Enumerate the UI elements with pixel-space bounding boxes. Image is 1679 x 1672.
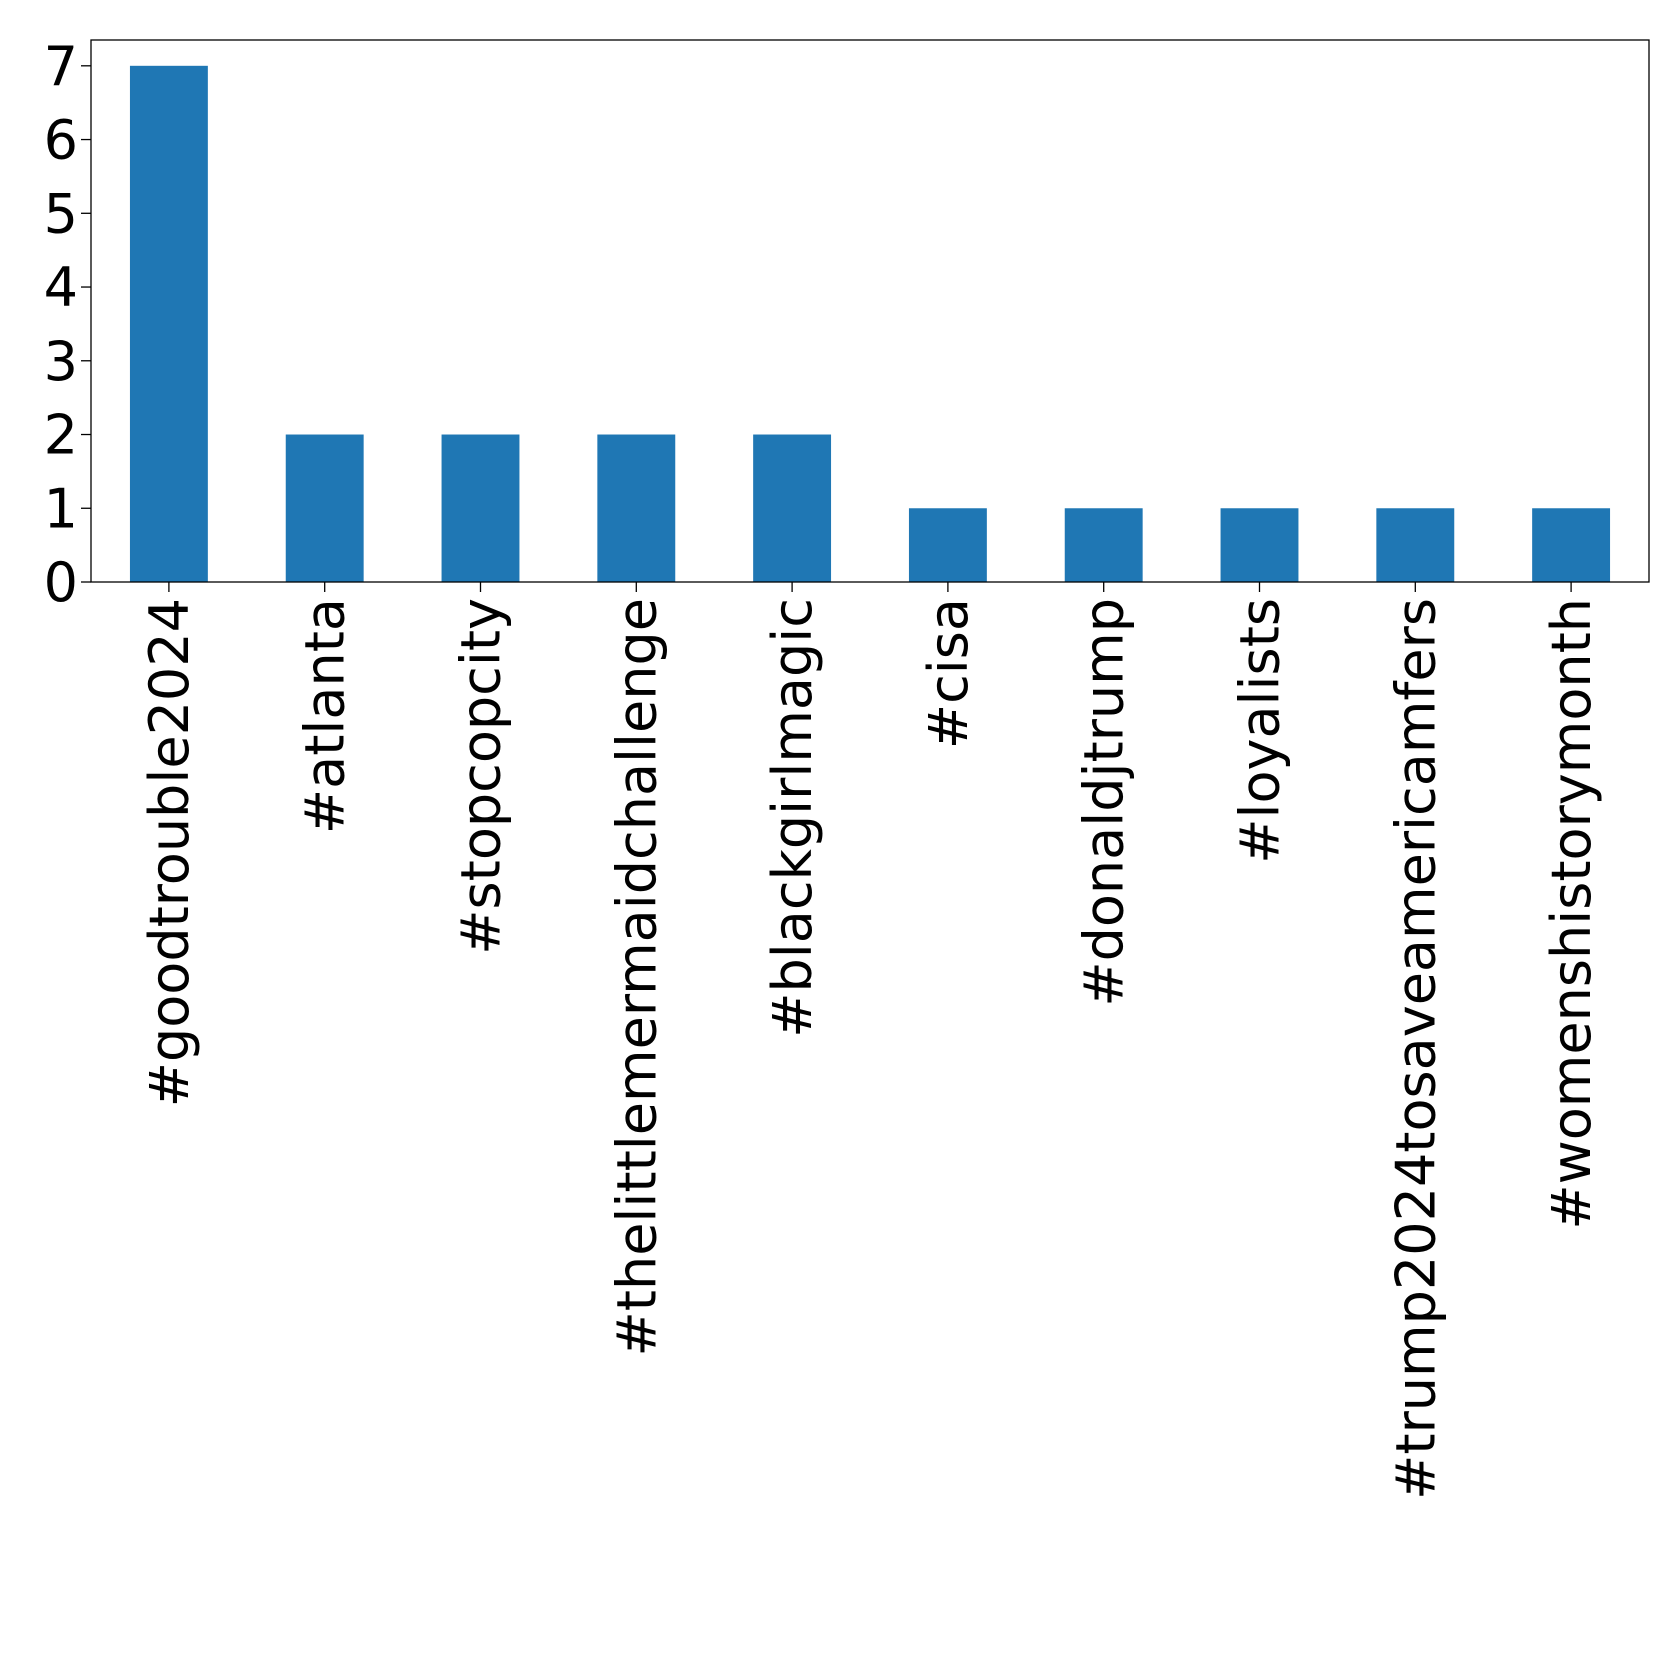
bar (597, 435, 675, 582)
y-tick-label: 1 (44, 477, 78, 540)
x-tick-label: #cisa (917, 598, 980, 749)
y-tick-label: 0 (44, 551, 78, 614)
bar (130, 66, 208, 582)
y-tick-label: 2 (44, 404, 78, 467)
y-tick-label: 3 (44, 330, 78, 393)
y-tick-label: 6 (44, 109, 78, 172)
x-tick-label: #trump2024tosaveamericamfers (1384, 598, 1447, 1500)
x-tick-label: #atlanta (294, 598, 357, 834)
x-tick-label: #stopcopcity (450, 598, 513, 955)
y-tick-label: 5 (44, 182, 78, 245)
x-tick-label: #goodtrouble2024 (138, 598, 201, 1107)
x-tick-label: #thelittlemermaidchallenge (605, 598, 668, 1356)
x-tick-label: #blackgirlmagic (761, 598, 824, 1038)
bar (1376, 508, 1454, 582)
bar (442, 435, 520, 582)
bar (909, 508, 987, 582)
bar (1532, 508, 1610, 582)
x-tick-label: #loyalists (1229, 598, 1292, 864)
x-tick-label: #womenshistorymonth (1540, 598, 1603, 1230)
y-tick-label: 4 (44, 256, 78, 319)
bar (1221, 508, 1299, 582)
bar (286, 435, 364, 582)
bar (1065, 508, 1143, 582)
x-tick-label: #donaldjtrump (1073, 598, 1136, 1007)
bar (753, 435, 831, 582)
y-tick-label: 7 (44, 35, 78, 98)
